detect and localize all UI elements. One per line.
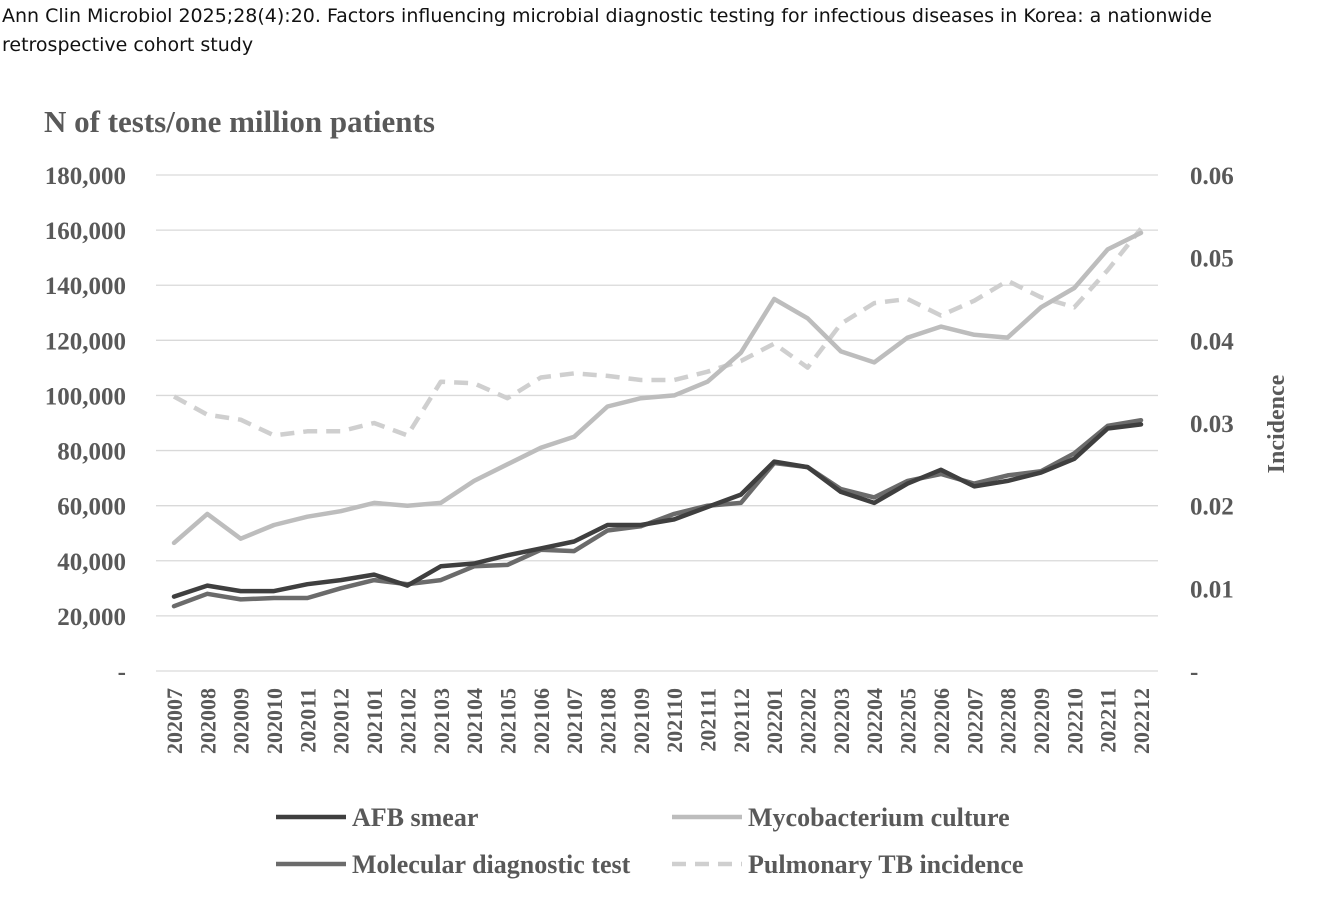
x-tick-label: 202007 [162,688,187,754]
y-tick-label: 120,000 [45,328,126,355]
legend-item: Pulmonary TB incidence [672,850,1023,879]
y2-tick-label: 0.05 [1190,246,1234,273]
x-tick-label: 202210 [1062,688,1087,754]
x-tick-label: 202211 [1096,688,1121,753]
x-tick-label: 202105 [495,688,520,754]
x-tick-label: 202106 [529,688,554,754]
x-tick-label: 202110 [662,688,687,753]
x-tick-label: 202204 [862,688,887,754]
x-tick-label: 202009 [229,688,254,754]
y-tick-label: - [118,659,126,686]
x-tick-label: 202104 [462,688,487,754]
x-tick-label: 202111 [696,688,721,752]
x-tick-label: 202212 [1129,688,1154,754]
y-tick-label: 40,000 [57,549,126,576]
legend-item: AFB smear [276,803,478,832]
y2-tick-label: - [1190,659,1198,686]
x-tick-label: 202010 [262,688,287,754]
gridlines [156,174,1158,672]
y-tick-label: 20,000 [57,604,126,631]
x-tick-label: 202209 [1029,688,1054,754]
y-tick-label: 160,000 [45,218,126,245]
series-line-afb-smear [171,422,1144,599]
x-tick-label: 202112 [729,688,754,753]
y2-tick-label: 0.02 [1190,494,1234,521]
series-lines [171,227,1144,609]
x-tick-label: 202107 [562,688,587,754]
x-tick-label: 202207 [962,688,987,754]
x-tick-label: 202206 [929,688,954,754]
y2-tick-label: 0.04 [1190,328,1234,355]
x-tick-label: 202109 [629,688,654,754]
y2-tick-label: 0.06 [1190,163,1234,190]
y-tick-label: 60,000 [57,494,126,521]
x-tick-label: 202102 [395,688,420,754]
y2-tick-label: 0.01 [1190,576,1234,603]
legend-item: Mycobacterium culture [672,803,1010,832]
x-tick-label: 202011 [295,688,320,753]
axis-ticks: - 20,000 40,000 60,000 80,000 100,000 120,000 1… [45,163,1235,754]
x-tick-label: 202205 [896,688,921,754]
x-tick-label: 202201 [762,688,787,754]
x-tick-label: 202202 [796,688,821,754]
x-tick-label: 202108 [595,688,620,754]
y-tick-label: 180,000 [45,163,126,190]
y-tick-label: 80,000 [57,439,126,466]
x-tick-label: 202103 [429,688,454,754]
figure-caption: Ann Clin Microbiol 2025;28(4):20. Factor… [2,5,1212,56]
x-tick-label: 202008 [195,688,220,754]
legend-label: Pulmonary TB incidence [748,850,1023,879]
legend-label: Molecular diagnostic test [352,850,631,879]
x-tick-label: 202203 [829,688,854,754]
legend-label: AFB smear [352,803,478,832]
series-line-pulmonary-tb-incidence [172,227,1143,438]
legend: AFB smear Mycobacterium culture Molecular … [276,803,1023,879]
y-tick-label: 100,000 [45,383,126,410]
y2-tick-label: 0.03 [1190,411,1234,438]
y2-axis-title: Incidence [1264,374,1290,473]
y-tick-label: 140,000 [45,273,126,300]
legend-label: Mycobacterium culture [748,803,1010,832]
y-axis-title: N of tests/one million patients [44,104,435,139]
x-tick-label: 202012 [329,688,354,754]
legend-item: Molecular diagnostic test [276,850,631,879]
series-line-mycobacterium-culture [171,230,1144,546]
x-tick-label: 202101 [362,688,387,754]
x-tick-label: 202208 [996,688,1021,754]
